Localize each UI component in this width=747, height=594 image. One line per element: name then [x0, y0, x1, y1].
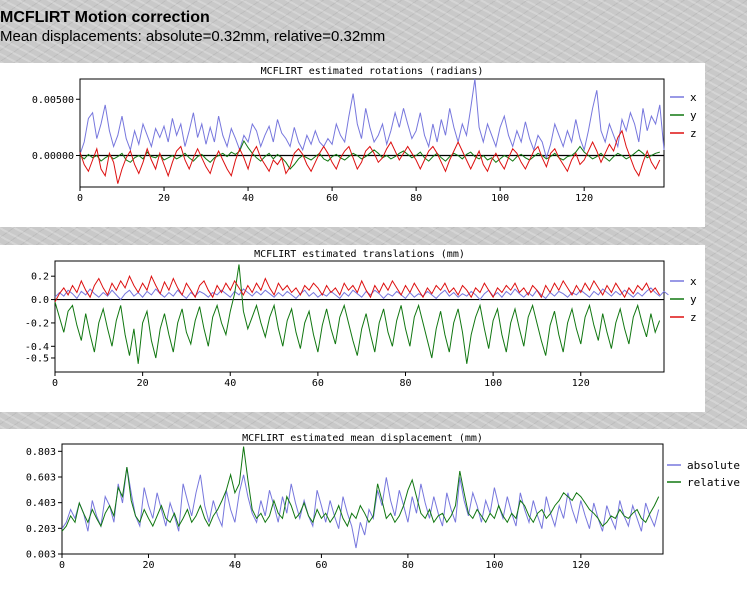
series-line-z [54, 274, 661, 303]
displacement-chart-panel: MCFLIRT estimated mean displacement (mm)… [0, 429, 747, 594]
translations-chart: MCFLIRT estimated translations (mm)-0.5-… [25, 249, 697, 389]
y-tick-label: 0.803 [26, 447, 56, 458]
x-tick-label: 60 [326, 193, 338, 204]
legend-label-z: z [690, 127, 697, 140]
legend-label-relative: relative [687, 476, 740, 489]
x-tick-label: 20 [142, 560, 154, 571]
rotations-chart-panel: MCFLIRT estimated rotations (radians) 0.0… [0, 63, 705, 227]
series-line-absolute [61, 467, 660, 549]
legend-label-x: x [690, 275, 697, 288]
series-line-z [79, 129, 661, 184]
legend-label-y: y [690, 293, 697, 306]
x-tick-label: 40 [229, 560, 241, 571]
y-tick-label: 0.0 [31, 295, 49, 306]
legend-label-absolute: absolute [687, 459, 740, 472]
displacement-summary: Mean displacements: absolute=0.32mm, rel… [0, 28, 386, 45]
plot-frame [54, 260, 665, 373]
x-tick-label: 80 [410, 193, 422, 204]
x-tick-label: 100 [491, 193, 509, 204]
x-tick-label: 0 [77, 193, 83, 204]
y-tick-label: 0.603 [26, 472, 56, 483]
y-tick-label: -0.5 [25, 353, 49, 364]
legend-label-x: x [690, 91, 697, 104]
legend-label-y: y [690, 109, 697, 122]
chart-title: MCFLIRT estimated mean displacement (mm) [242, 433, 483, 444]
y-tick-label: 0.2 [31, 272, 49, 283]
y-tick-label: 0.003 [26, 550, 56, 561]
y-tick-label: 0.00000 [32, 151, 74, 162]
x-tick-label: 60 [315, 560, 327, 571]
x-tick-label: 40 [224, 378, 236, 389]
chart-title: MCFLIRT estimated translations (mm) [254, 249, 465, 260]
x-tick-label: 120 [572, 378, 590, 389]
series-line-x [79, 78, 665, 160]
x-tick-label: 20 [137, 378, 149, 389]
report-header: MCFLIRT Motion correction Mean displacem… [0, 8, 385, 46]
series-line-y [79, 139, 660, 170]
x-tick-label: 100 [484, 378, 502, 389]
y-tick-label: -0.4 [25, 342, 49, 353]
x-tick-label: 0 [59, 560, 65, 571]
series-line-y [54, 264, 661, 364]
rotations-chart: MCFLIRT estimated rotations (radians) 0.0… [32, 66, 697, 204]
x-tick-label: 40 [242, 193, 254, 204]
x-tick-label: 100 [485, 560, 503, 571]
y-tick-label: -0.2 [25, 318, 49, 329]
legend-label-z: z [690, 311, 697, 324]
chart-title: MCFLIRT estimated rotations (radians) [261, 66, 484, 77]
x-tick-label: 80 [399, 378, 411, 389]
plot-frame [61, 443, 664, 555]
x-tick-label: 60 [312, 378, 324, 389]
series-line-x [54, 287, 669, 301]
x-tick-label: 80 [402, 560, 414, 571]
y-tick-label: 0.00500 [32, 95, 74, 106]
x-tick-label: 0 [52, 378, 58, 389]
x-tick-label: 20 [158, 193, 170, 204]
translations-chart-panel: MCFLIRT estimated translations (mm) -0.5-… [0, 245, 705, 412]
x-tick-label: 120 [575, 193, 593, 204]
y-tick-label: 0.403 [26, 498, 56, 509]
plot-frame [79, 78, 665, 188]
page-title: MCFLIRT Motion correction [0, 9, 210, 26]
x-tick-label: 120 [572, 560, 590, 571]
series-line-relative [61, 446, 660, 532]
displacement-chart: MCFLIRT estimated mean displacement (mm)… [26, 433, 740, 571]
y-tick-label: 0.203 [26, 524, 56, 535]
